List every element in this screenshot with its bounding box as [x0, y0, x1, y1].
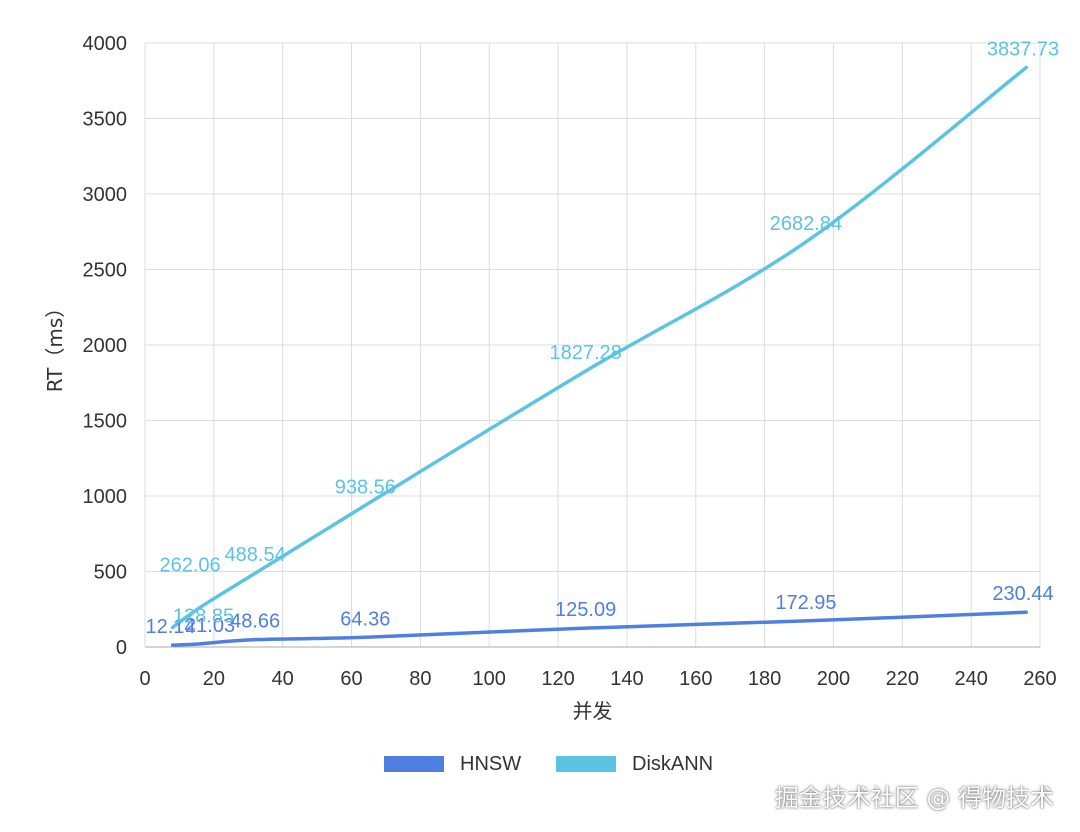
y-axis-title: RT（ms）: [43, 298, 67, 393]
x-tick-label: 80: [409, 668, 431, 690]
y-tick-label: 3500: [83, 109, 128, 131]
watermark: 掘金技术社区 @ 得物技术: [774, 784, 1054, 812]
y-tick-label: 0: [116, 637, 127, 659]
legend-item-hnsw[interactable]: HNSW: [384, 748, 521, 780]
x-tick-label: 200: [817, 668, 850, 690]
data-label-diskann: 488.54: [225, 544, 286, 566]
data-label-hnsw: 64.36: [340, 608, 390, 630]
data-label-hnsw: 48.66: [230, 611, 280, 633]
x-tick-label: 160: [679, 668, 712, 690]
x-axis-title: 并发: [573, 699, 613, 723]
x-tick-label: 240: [954, 668, 987, 690]
x-tick-label: 220: [886, 668, 919, 690]
x-tick-label: 40: [272, 668, 294, 690]
data-label-diskann: 3837.73: [987, 39, 1059, 61]
y-tick-label: 500: [94, 562, 127, 584]
data-label-diskann: 128.85: [173, 606, 234, 628]
series-line-diskann: [170, 65, 1028, 630]
x-tick-label: 20: [203, 668, 225, 690]
series-lines: [170, 65, 1028, 647]
data-label-hnsw: 230.44: [992, 583, 1053, 605]
legend-item-diskann[interactable]: DiskANN: [556, 748, 713, 780]
x-tick-label: 0: [139, 668, 150, 690]
x-tick-label: 60: [340, 668, 362, 690]
x-tick-label: 120: [541, 668, 574, 690]
data-label-diskann: 938.56: [335, 476, 396, 498]
y-tick-label: 2500: [83, 260, 128, 282]
y-tick-label: 2000: [83, 335, 128, 357]
axes: 0 20 40 60 80 100 120 140 160 180 200 220 240 260 0 500…: [83, 33, 1057, 690]
x-tick-label: 260: [1023, 668, 1056, 690]
data-label-hnsw: 172.95: [775, 592, 836, 614]
legend-label-diskann: DiskANN: [632, 752, 714, 775]
grid-lines: [144, 42, 1041, 648]
y-tick-label: 1000: [83, 486, 128, 508]
legend-label-hnsw: HNSW: [460, 752, 522, 775]
series-line-hnsw: [170, 610, 1028, 647]
legend-swatch-diskann: [556, 756, 616, 772]
y-tick-label: 1500: [83, 411, 128, 433]
data-label-diskann: 2682.84: [770, 213, 842, 235]
y-tick-label: 3000: [83, 184, 128, 206]
legend-swatch-hnsw: [384, 756, 444, 772]
data-label-hnsw: 125.09: [555, 599, 616, 621]
x-tick-label: 180: [748, 668, 781, 690]
line-chart: 0 20 40 60 80 100 120 140 160 180 200 220 240 260 0 500…: [43, 33, 1060, 723]
data-label-hnsw: 12.14: [146, 616, 196, 638]
data-label-diskann: 262.06: [159, 554, 220, 576]
x-tick-label: 100: [473, 668, 506, 690]
data-label-hnsw: 21.03: [185, 615, 235, 637]
legend: HNSW DiskANN: [0, 748, 1080, 780]
y-tick-label: 4000: [83, 33, 128, 55]
data-label-diskann: 1827.28: [549, 342, 621, 364]
x-tick-label: 140: [610, 668, 643, 690]
